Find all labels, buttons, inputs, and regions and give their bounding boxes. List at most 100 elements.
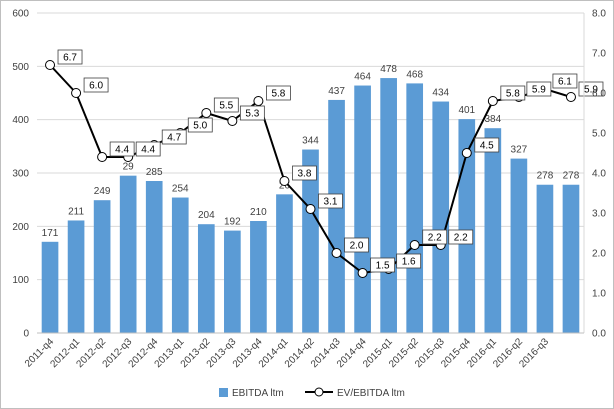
ev-ebitda-data-label: 5.8 (271, 89, 285, 100)
ev-ebitda-data-label: 5.0 (193, 121, 207, 132)
ebitda-bar-label: 171 (42, 228, 59, 239)
ebitda-bar (380, 78, 397, 333)
right-tick-label: 0.0 (592, 329, 606, 340)
ev-ebitda-marker (71, 88, 82, 98)
ev-ebitda-label-box (500, 85, 526, 101)
legend-swatch-ev-ebitda-marker (314, 387, 324, 397)
ebitda-bar (67, 220, 85, 333)
ev-ebitda-marker (97, 152, 108, 162)
ebitda-bar-label: 211 (68, 206, 84, 217)
ev-ebitda-data-label: 1.6 (402, 257, 416, 268)
ev-ebitda-label-box (578, 81, 604, 97)
ebitda-bar-label: 464 (354, 72, 371, 83)
ev-ebitda-label-box (213, 97, 239, 113)
ev-ebitda-marker (279, 176, 290, 186)
right-tick-label: 6.0 (592, 89, 606, 100)
ev-ebitda-data-label: 6.1 (558, 77, 572, 88)
ebitda-bar-label: 327 (511, 145, 528, 156)
ev-ebitda-data-label: 6.0 (89, 81, 103, 92)
legend-label-ev-ebitda: EV/EBITDA ltm (337, 388, 405, 399)
ev-ebitda-marker (565, 92, 576, 102)
ebitda-bar (562, 184, 580, 333)
ebitda-bar-label: 249 (94, 186, 111, 197)
left-tick-label: 600 (12, 9, 29, 20)
ev-ebitda-marker (227, 116, 238, 126)
ev-ebitda-data-label: 5.8 (506, 89, 520, 100)
ev-ebitda-label-box (266, 85, 291, 101)
ebitda-bar (93, 200, 111, 333)
ev-ebitda-label-box (552, 73, 578, 89)
x-tick-label: 2016-q3 (517, 336, 551, 370)
ebitda-bar-label: 278 (537, 171, 554, 182)
ev-ebitda-marker (201, 108, 212, 118)
ebitda-bar-label: 254 (172, 184, 189, 195)
ebitda-bar (432, 101, 450, 334)
ev-ebitda-data-label: 5.9 (584, 85, 598, 96)
ebitda-bar (484, 128, 502, 333)
ev-ebitda-data-label: 6.7 (63, 53, 77, 64)
ebitda-bar (250, 221, 267, 333)
left-tick-label: 300 (12, 169, 29, 180)
left-tick-label: 200 (12, 222, 29, 233)
ebitda-bar (458, 119, 476, 333)
ebitda-bar-label: 478 (380, 64, 397, 75)
ev-ebitda-label-box (109, 141, 135, 157)
legend-swatch-ebitda (219, 388, 228, 397)
left-tick-label: 100 (12, 275, 29, 286)
ebitda-bar (328, 99, 345, 333)
ev-ebitda-data-label: 3.8 (297, 169, 311, 180)
ebitda-bar (276, 194, 293, 333)
x-axis: 2011-q42012-q12012-q22012-q32012-q42013-… (23, 332, 584, 370)
ev-ebitda-marker (357, 268, 368, 278)
ebitda-bar-label: 210 (250, 207, 267, 218)
ev-ebitda-label-box (292, 165, 317, 181)
ebitda-bar (406, 83, 424, 334)
ev-ebitda-label-box (344, 237, 369, 253)
ebitda-bar-label: 401 (458, 105, 475, 116)
ebitda-bar (536, 184, 554, 333)
ebitda-bar-label: 437 (328, 86, 345, 97)
ebitda-bar (510, 158, 528, 333)
ev-ebitda-marker (409, 240, 420, 250)
ebitda-bar (119, 175, 137, 333)
ev-ebitda-label-box (135, 141, 161, 157)
ev-ebitda-data-label: 5.5 (219, 101, 233, 112)
ebitda-bar-label: 384 (484, 114, 501, 125)
ev-ebitda-label-box (57, 49, 83, 65)
ev-ebitda-label-box (187, 117, 213, 133)
ebitda-bar-label: 468 (406, 69, 423, 80)
ev-ebitda-data-label: 4.4 (115, 145, 129, 156)
ebitda-bar-label: 192 (224, 217, 241, 228)
ev-ebitda-label-box (422, 229, 448, 245)
ebitda-bar-label: 204 (198, 210, 215, 221)
ev-ebitda-marker (253, 96, 264, 106)
right-tick-label: 4.0 (592, 169, 606, 180)
ev-ebitda-label-box (161, 129, 187, 145)
ev-ebitda-label-box (83, 77, 109, 93)
ev-ebitda-data-labels: 6.7 6.0 4.4 4.4 4.7 5.0 5.5 5.3 5.8 3.8 3.1 2.0 1.5 1… (57, 49, 604, 273)
right-axis: 0.0 1.0 2.0 3.0 4.0 5.0 6.0 7.0 8.0 (583, 9, 606, 340)
ev-ebitda-marker (45, 60, 56, 70)
legend: EBITDA ltm EV/EBITDA ltm (219, 387, 405, 399)
ebitda-bar (145, 181, 163, 333)
ev-ebitda-data-label: 5.3 (245, 109, 259, 120)
ev-ebitda-label-box (448, 229, 474, 245)
right-tick-label: 1.0 (592, 289, 606, 300)
ebitda-bar (224, 230, 241, 333)
ev-ebitda-data-label: 2.2 (428, 233, 442, 244)
ebitda-bar-label: 29 (123, 162, 135, 173)
ebitda-bar (41, 241, 59, 333)
ev-ebitda-marker (461, 148, 472, 158)
ev-ebitda-data-label: 4.7 (167, 133, 181, 144)
right-tick-label: 5.0 (592, 129, 606, 140)
ev-ebitda-label-box (318, 193, 343, 209)
ebitda-bar (197, 224, 215, 333)
left-axis: 0 100 200 300 400 500 600 (12, 9, 29, 340)
ev-ebitda-marker (331, 248, 342, 258)
ebitda-bar (354, 85, 371, 334)
ebitda-bar-label: 344 (302, 136, 319, 147)
left-tick-label: 400 (12, 115, 29, 126)
legend-label-ebitda: EBITDA ltm (232, 388, 284, 399)
